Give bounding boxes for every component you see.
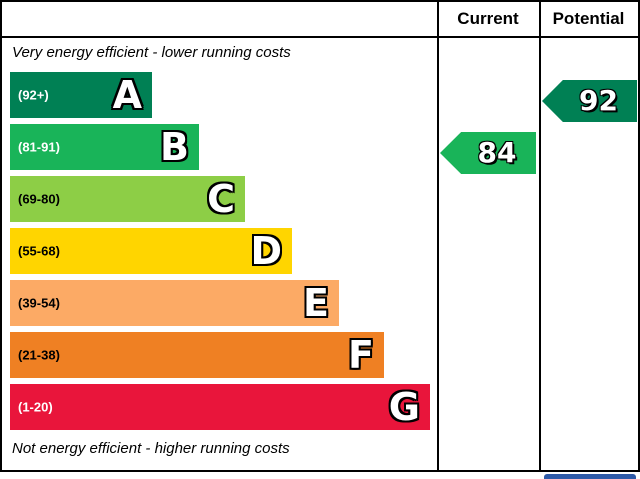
band-range-label: (69-80) (18, 191, 60, 207)
band-b: (81-91) B (10, 124, 199, 170)
band-f: (21-38) F (10, 332, 384, 378)
band-g: (1-20) G (10, 384, 430, 430)
band-c: (69-80) C (10, 176, 245, 222)
band-d: (55-68) D (10, 228, 292, 274)
potential-rating-value: 92 (579, 84, 618, 117)
band-letter: C (207, 177, 235, 221)
top-caption: Very energy efficient - lower running co… (12, 44, 291, 61)
band-letter: D (250, 229, 282, 273)
band-letter: F (348, 333, 374, 377)
band-range-label: (55-68) (18, 243, 60, 259)
potential-column-header: Potential (552, 9, 625, 28)
current-column-header: Current (457, 9, 519, 28)
potential-rating-arrow: 92 (542, 80, 637, 122)
current-rating-arrow: 84 (440, 132, 536, 174)
current-column-divider (437, 2, 439, 470)
band-a: (92+) A (10, 72, 152, 118)
band-range-label: (39-54) (18, 295, 60, 311)
band-range-label: (21-38) (18, 347, 60, 363)
potential-column-divider (539, 2, 541, 470)
bottom-caption: Not energy efficient - higher running co… (12, 440, 290, 457)
band-letter: A (112, 73, 142, 117)
header-divider-line (2, 36, 638, 38)
band-e: (39-54) E (10, 280, 339, 326)
cropped-bottom-element (544, 474, 636, 479)
band-range-label: (81-91) (18, 139, 60, 155)
band-letter: G (388, 385, 420, 429)
band-letter: B (160, 125, 189, 169)
band-range-label: (1-20) (18, 399, 53, 415)
band-letter: E (303, 281, 329, 325)
band-range-label: (92+) (18, 87, 49, 103)
current-rating-value: 84 (477, 136, 517, 169)
